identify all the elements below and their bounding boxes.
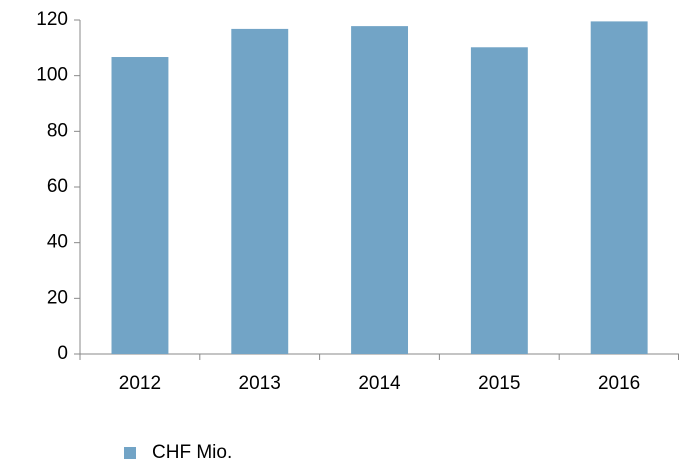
x-tick-label: 2015 bbox=[478, 373, 520, 394]
y-tick-label: 100 bbox=[36, 65, 68, 86]
bar bbox=[351, 26, 409, 355]
legend-label: CHF Mio. bbox=[152, 442, 232, 463]
y-tick-label: 40 bbox=[47, 232, 68, 253]
x-tick-label: 2013 bbox=[239, 373, 281, 394]
x-tick-label: 2014 bbox=[358, 373, 401, 394]
bar bbox=[231, 28, 289, 354]
y-tick-label: 60 bbox=[47, 176, 68, 197]
y-tick-label: 0 bbox=[57, 343, 68, 364]
legend-swatch bbox=[124, 447, 136, 459]
x-tick-label: 2016 bbox=[598, 373, 640, 394]
y-tick-label: 120 bbox=[36, 9, 68, 30]
y-tick-label: 20 bbox=[47, 287, 68, 308]
bar bbox=[111, 57, 169, 354]
x-tick-label: 2012 bbox=[119, 373, 161, 394]
y-tick-label: 80 bbox=[47, 120, 68, 141]
bar bbox=[470, 47, 528, 354]
bar bbox=[590, 21, 648, 355]
